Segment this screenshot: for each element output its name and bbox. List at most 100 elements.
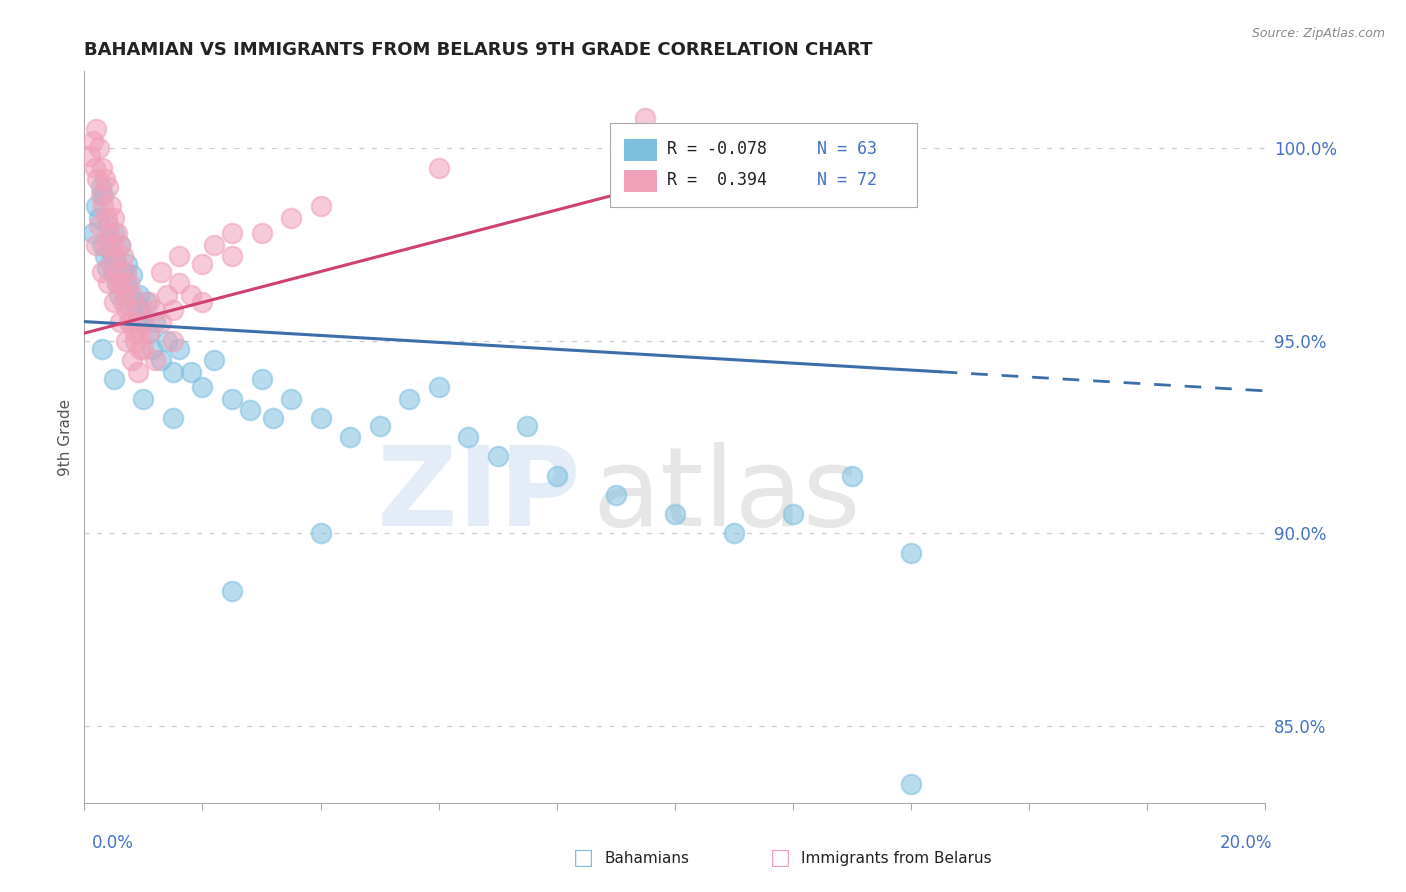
Point [101, 237, 124, 252]
Point [180, 287, 202, 301]
Point [132, 342, 155, 356]
Y-axis label: 9th Grade: 9th Grade [58, 399, 73, 475]
Point [82, 226, 104, 240]
Point [87, 211, 111, 225]
Point [103, 226, 125, 240]
Text: 0.0%: 0.0% [91, 834, 134, 852]
Point [127, 365, 149, 379]
Point [96, 260, 118, 275]
Point [82, 134, 104, 148]
Point [90, 179, 112, 194]
Point [132, 315, 155, 329]
Point [120, 315, 142, 329]
Point [115, 257, 138, 271]
Point [84, 237, 107, 252]
Point [723, 526, 745, 541]
Point [143, 303, 166, 318]
Point [398, 392, 420, 406]
Point [280, 211, 302, 225]
Point [103, 372, 125, 386]
Point [100, 257, 122, 271]
Point [124, 334, 146, 348]
Point [100, 245, 122, 260]
Point [221, 392, 243, 406]
Point [111, 295, 134, 310]
Point [782, 507, 804, 521]
Point [143, 315, 166, 329]
Point [111, 264, 134, 278]
Point [141, 342, 163, 356]
Point [129, 326, 152, 340]
Point [339, 430, 361, 444]
Text: □: □ [770, 848, 790, 868]
Point [143, 353, 166, 368]
Point [605, 488, 627, 502]
Text: R = -0.078: R = -0.078 [666, 140, 766, 158]
Point [250, 226, 273, 240]
Point [162, 303, 184, 318]
Point [84, 122, 107, 136]
Text: Bahamians: Bahamians [605, 851, 689, 865]
Point [202, 237, 225, 252]
Point [114, 334, 136, 348]
Point [91, 342, 114, 356]
Text: 20.0%: 20.0% [1220, 834, 1272, 852]
Point [118, 287, 141, 301]
Point [110, 276, 132, 290]
Point [91, 264, 114, 278]
Point [118, 276, 141, 290]
Point [94, 172, 117, 186]
Point [309, 526, 332, 541]
Point [128, 287, 150, 301]
Point [309, 199, 332, 213]
Point [118, 315, 141, 329]
Point [91, 237, 114, 252]
Point [167, 342, 190, 356]
Point [105, 276, 128, 290]
Point [221, 249, 243, 263]
Point [841, 468, 863, 483]
Point [191, 295, 214, 310]
Point [90, 187, 112, 202]
Point [91, 199, 114, 213]
Point [191, 380, 214, 394]
Point [221, 584, 243, 599]
Point [132, 392, 155, 406]
Point [427, 380, 450, 394]
Point [138, 326, 160, 340]
Point [103, 295, 125, 310]
Point [100, 199, 122, 213]
Point [97, 276, 120, 290]
Text: N = 63: N = 63 [817, 140, 876, 158]
Point [309, 410, 332, 425]
Bar [624, 138, 657, 161]
Point [120, 299, 142, 313]
Point [239, 403, 262, 417]
Text: ZIP: ZIP [377, 442, 581, 549]
Point [105, 276, 128, 290]
Point [191, 257, 214, 271]
Point [107, 264, 129, 278]
Text: Source: ZipAtlas.com: Source: ZipAtlas.com [1251, 27, 1385, 40]
Bar [624, 170, 657, 192]
Point [280, 392, 302, 406]
Point [101, 264, 124, 278]
Point [262, 410, 284, 425]
Point [114, 276, 136, 290]
Point [150, 353, 173, 368]
Point [94, 237, 117, 252]
Point [97, 179, 120, 194]
Point [87, 141, 111, 155]
Point [486, 450, 509, 464]
Point [250, 372, 273, 386]
Point [96, 211, 118, 225]
Point [103, 211, 125, 225]
Point [900, 776, 922, 790]
Point [91, 187, 114, 202]
Point [107, 287, 129, 301]
Point [150, 264, 173, 278]
Point [138, 295, 160, 310]
Point [87, 219, 111, 233]
Point [664, 507, 686, 521]
Point [129, 342, 152, 356]
